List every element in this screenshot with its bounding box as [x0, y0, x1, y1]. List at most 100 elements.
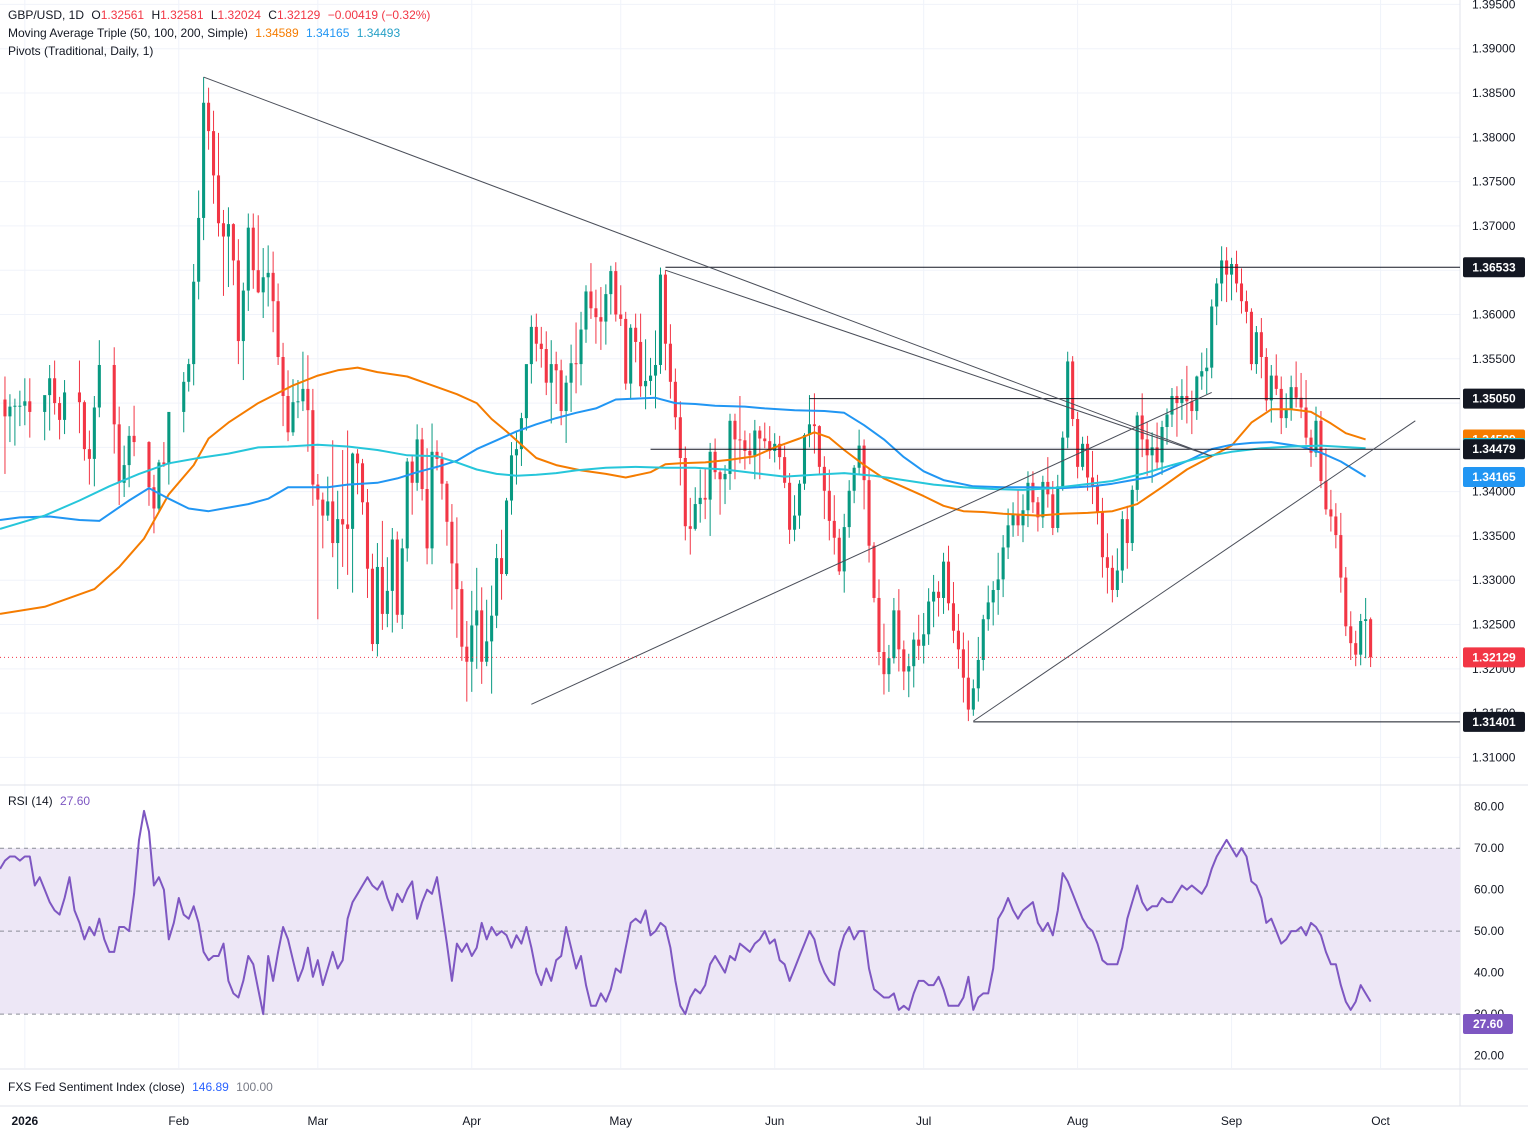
candle-up	[261, 277, 265, 293]
candle-down	[1100, 512, 1104, 558]
candle-down	[251, 227, 255, 271]
candle-down	[1369, 619, 1373, 658]
candle-down	[688, 526, 692, 529]
candle-up	[629, 327, 633, 384]
price-tag: 1.31401	[1463, 711, 1525, 732]
candle-down	[902, 649, 906, 672]
change-value: −0.00419 (−0.32%)	[327, 8, 431, 22]
candle-up	[971, 688, 975, 710]
price-tag-box	[1463, 439, 1525, 460]
time-tick-label: Jun	[765, 1114, 784, 1128]
candle-down	[1274, 375, 1278, 389]
rsi-tick-label: 80.00	[1474, 800, 1504, 814]
candle-up	[1021, 510, 1025, 526]
candle-up	[584, 291, 588, 330]
trendline	[665, 269, 1212, 457]
candle-down	[162, 462, 166, 465]
candle-down	[1016, 513, 1020, 526]
candle-up	[1220, 260, 1224, 284]
candle-up	[415, 439, 419, 483]
price-tag-box	[1463, 467, 1525, 488]
candle-up	[430, 451, 434, 549]
candle-down	[673, 381, 677, 418]
candle-down	[946, 561, 951, 604]
candle-down	[663, 274, 667, 344]
price-tag-label: 1.32129	[1472, 650, 1516, 664]
candle-up	[485, 641, 489, 662]
trendline	[531, 391, 1212, 705]
candle-up	[400, 548, 404, 615]
candle-down	[634, 327, 638, 342]
candle-up	[514, 449, 519, 456]
candle-up	[122, 465, 126, 483]
rsi-tag-box	[1463, 1014, 1513, 1035]
candle-up	[1269, 375, 1273, 401]
candle-down	[1259, 332, 1263, 358]
candle-up	[842, 527, 846, 572]
candle-down	[346, 524, 350, 529]
fxs-value-2: 100.00	[236, 1080, 273, 1094]
candle-up	[802, 434, 807, 484]
candle-down	[1175, 395, 1179, 404]
candle-up	[1254, 332, 1258, 365]
candle-down	[961, 649, 965, 678]
time-tick-label: Oct	[1371, 1114, 1390, 1128]
candle-down	[152, 487, 156, 509]
open-value: 1.32561	[100, 8, 145, 22]
candle-down	[365, 502, 370, 569]
price-tick-label: 1.32500	[1472, 618, 1516, 632]
candle-up	[385, 590, 389, 614]
candle-down	[743, 440, 747, 451]
candle-down	[1349, 626, 1353, 644]
candle-up	[644, 380, 648, 387]
candle-down	[395, 539, 399, 615]
candle-down	[624, 318, 628, 384]
candle-up	[63, 392, 67, 420]
price-tag: 1.32129	[1463, 647, 1525, 668]
candle-up	[1215, 283, 1219, 307]
candle-up	[1006, 525, 1010, 548]
price-tag-label: 1.35050	[1472, 392, 1516, 406]
candle-down	[276, 301, 280, 358]
candle-down	[951, 603, 956, 631]
candle-up	[241, 290, 245, 342]
candle-down	[112, 364, 116, 425]
candle-up	[1056, 486, 1060, 528]
candle-down	[1239, 283, 1244, 302]
price-tag-label: 1.34165	[1472, 470, 1516, 484]
candle-up	[202, 102, 206, 218]
time-tick-label: Feb	[168, 1114, 189, 1128]
candle-down	[87, 449, 91, 459]
candle-down	[380, 566, 384, 614]
candle-up	[43, 395, 47, 412]
ma200-value: 1.34493	[356, 26, 401, 40]
high-label: H	[151, 8, 161, 22]
price-tick-label: 1.37000	[1472, 219, 1516, 233]
candle-down	[311, 410, 315, 485]
candle-up	[996, 579, 1000, 590]
candle-down	[559, 370, 563, 412]
candle-up	[291, 402, 295, 433]
candle-down	[236, 260, 240, 342]
candle-up	[649, 375, 653, 381]
candle-down	[455, 563, 459, 590]
candle-down	[956, 630, 960, 650]
candle-down	[231, 224, 235, 261]
candle-down	[783, 457, 787, 483]
candle-down	[778, 443, 782, 458]
candle-down	[1234, 263, 1239, 284]
candle-up	[693, 504, 697, 529]
candle-down	[668, 343, 672, 382]
rsi-tag-label: 27.60	[1473, 1017, 1503, 1031]
candle-up	[807, 424, 811, 435]
candle-down	[211, 131, 216, 176]
fxs-title: FXS Fed Sentiment Index (close)	[8, 1080, 185, 1094]
candle-up	[266, 272, 270, 278]
candle-down	[216, 175, 221, 224]
candle-down	[1190, 401, 1194, 412]
candle-down	[882, 652, 886, 675]
candle-up	[549, 364, 553, 383]
